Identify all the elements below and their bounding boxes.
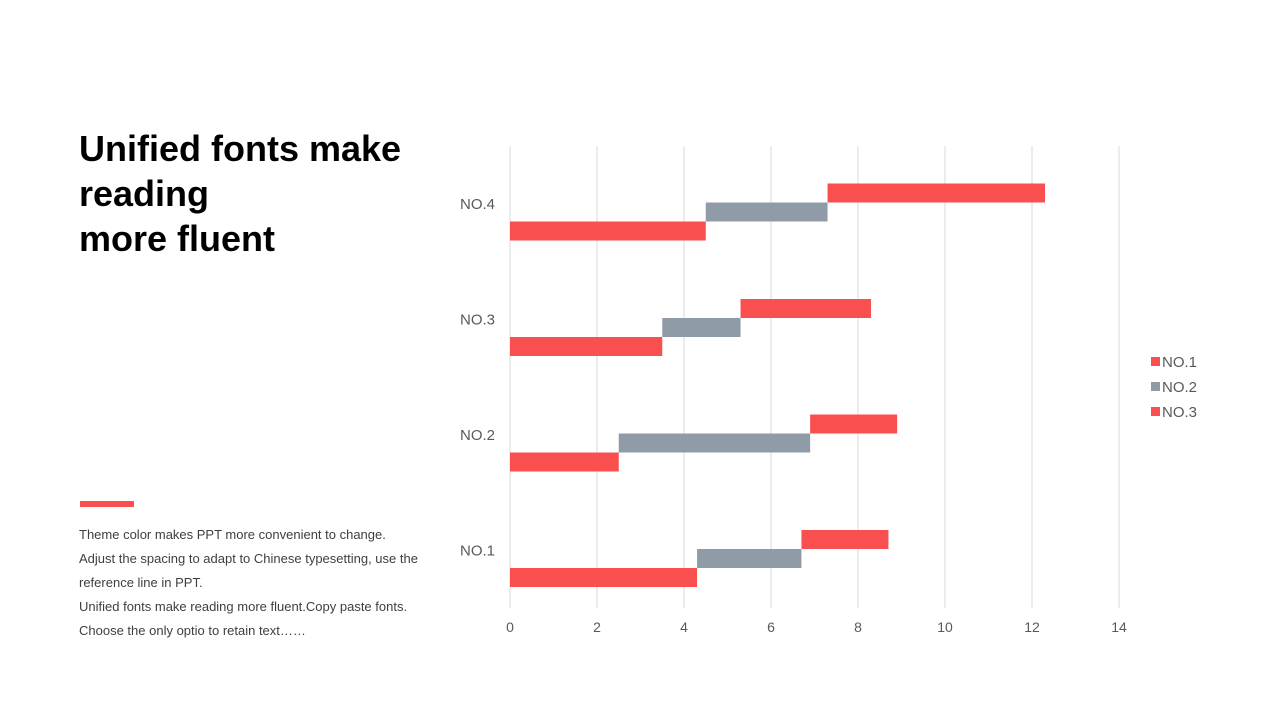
x-tick-label: 0 — [506, 619, 514, 635]
x-tick-label: 4 — [680, 619, 688, 635]
legend-swatch — [1151, 407, 1160, 416]
y-category-label: NO.2 — [460, 427, 495, 444]
bar-no-3 — [810, 414, 898, 434]
body-paragraph: Unified fonts make reading more fluent.C… — [79, 599, 408, 638]
title-line: reading — [79, 173, 210, 214]
body-text: Theme color makes PPT more convenient to… — [79, 523, 439, 643]
x-tick-label: 14 — [1111, 619, 1127, 635]
x-tick-label: 10 — [937, 619, 953, 635]
title-line: Unified fonts make — [79, 128, 402, 169]
bar-no-1 — [510, 568, 698, 587]
bar-no-2 — [705, 202, 828, 222]
title-line: more fluent — [79, 218, 276, 259]
x-tick-label: 8 — [854, 619, 862, 635]
legend-label: NO.2 — [1162, 379, 1197, 396]
bar-no-2 — [662, 318, 741, 337]
body-paragraph: Adjust the spacing to adapt to Chinese t… — [79, 551, 418, 590]
legend-swatch — [1151, 382, 1160, 391]
bar-no-1 — [510, 452, 619, 472]
body-paragraph: Theme color makes PPT more convenient to… — [79, 527, 386, 542]
accent-bar — [80, 501, 134, 507]
bar-no-3 — [740, 299, 872, 318]
slide-title: Unified fonts make reading more fluent — [79, 126, 459, 261]
x-tick-label: 6 — [767, 619, 775, 635]
legend-label: NO.3 — [1162, 404, 1197, 421]
legend-swatch — [1151, 357, 1160, 366]
legend-label: NO.1 — [1162, 354, 1197, 371]
bar-no-1 — [510, 337, 663, 356]
y-category-label: NO.4 — [460, 196, 495, 213]
y-category-label: NO.1 — [460, 542, 495, 559]
bar-no-3 — [827, 183, 1046, 203]
bar-no-2 — [618, 433, 811, 453]
y-category-label: NO.3 — [460, 311, 495, 328]
x-tick-label: 2 — [593, 619, 601, 635]
bar-no-1 — [510, 221, 706, 241]
bar-no-2 — [697, 549, 802, 568]
x-tick-label: 12 — [1024, 619, 1040, 635]
bar-no-3 — [801, 530, 889, 549]
